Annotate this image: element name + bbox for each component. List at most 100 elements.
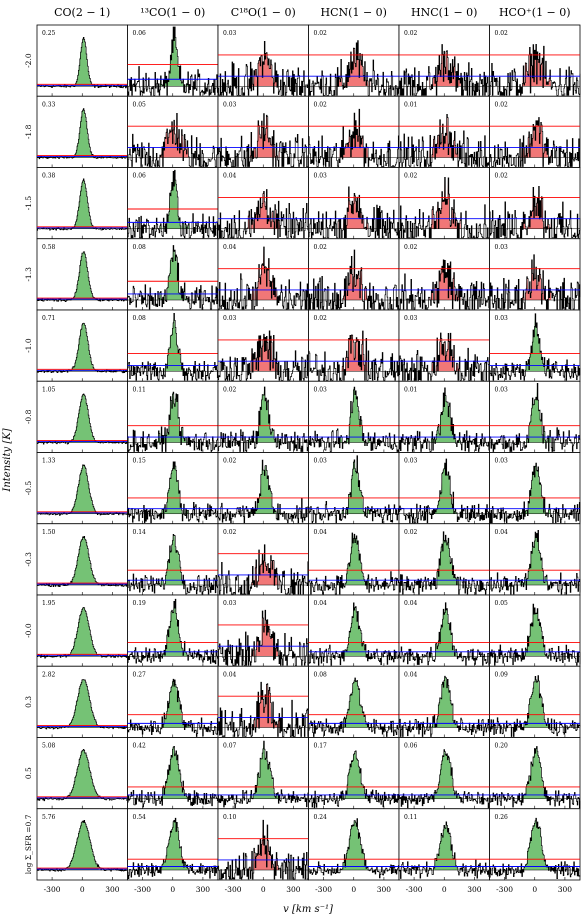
spectrum-line xyxy=(218,459,309,524)
spectrum-panel: 0.26 xyxy=(489,808,581,881)
spectrum-line xyxy=(37,251,128,302)
spectrum-line xyxy=(218,41,309,96)
peak-label: 0.42 xyxy=(133,743,147,750)
spectrum-line xyxy=(399,332,490,381)
peak-label: 0.01 xyxy=(404,101,417,108)
spectrum-line xyxy=(127,461,219,524)
spectrum-panel: 0.02 xyxy=(217,380,309,453)
x-tick-label: -300 xyxy=(44,885,61,894)
peak-label: 0.08 xyxy=(314,671,328,678)
spectrum-line xyxy=(399,675,490,737)
peak-label: 0.06 xyxy=(404,743,418,750)
peak-label: 0.02 xyxy=(223,529,237,536)
spectrum-line xyxy=(489,530,581,595)
spectrum-line xyxy=(127,598,219,665)
spectrum-line xyxy=(37,749,128,802)
peak-label: 0.06 xyxy=(133,173,147,180)
spectrum-panel: 0.10 xyxy=(217,808,309,881)
spectrum-panel: 0.04 xyxy=(217,167,309,240)
peak-label: 0.03 xyxy=(223,600,237,607)
spectrum-panel: 0.38 xyxy=(36,167,128,240)
detected-line-fill xyxy=(67,679,99,728)
detected-line-fill xyxy=(67,323,99,372)
detected-line-fill xyxy=(157,245,190,300)
spectrum-panel: 0.07 xyxy=(217,737,309,810)
peak-label: 1.05 xyxy=(42,386,56,393)
panel-grid: -2.0 0.25 0.06 0.03 0.02 0.02 0.02 -1.8 0.33 0.05… xyxy=(24,24,581,881)
spectrum-line xyxy=(399,531,490,595)
spectrum-panel: 0.02 xyxy=(308,238,400,311)
x-tick-label: 0 xyxy=(442,885,447,894)
peak-label: 0.03 xyxy=(314,458,328,465)
peak-label: 0.54 xyxy=(133,814,147,821)
spectrum-line xyxy=(308,455,400,524)
spectrum-panel: 0.58 xyxy=(36,238,128,311)
peak-label: 0.03 xyxy=(223,30,237,37)
detected-line-fill xyxy=(519,530,552,585)
detected-line-fill xyxy=(338,455,371,514)
peak-label: 0.04 xyxy=(404,600,418,607)
spectrum-line xyxy=(489,313,581,381)
spectrum-line xyxy=(127,313,219,381)
x-tick-label: 300 xyxy=(377,885,392,894)
detected-line-fill xyxy=(519,463,552,514)
peak-label: 0.02 xyxy=(314,244,328,251)
peak-label: 0.19 xyxy=(133,600,147,607)
detected-line-fill xyxy=(248,460,280,514)
spectrum-line xyxy=(37,178,128,231)
peak-label: 1.50 xyxy=(42,529,56,536)
spectrum-panel: 0.06 xyxy=(127,24,219,97)
peak-label: 2.82 xyxy=(42,671,56,678)
spectrum-panel: 0.03 xyxy=(308,380,400,453)
peak-label: 0.04 xyxy=(404,671,418,678)
peak-label: 0.71 xyxy=(42,315,55,322)
detected-line-fill xyxy=(338,533,371,585)
undetected-line-fill xyxy=(248,610,280,657)
spectrum-line xyxy=(489,185,581,239)
detected-line-fill xyxy=(157,313,190,372)
spectrum-panel: 1.33 xyxy=(36,452,128,525)
spectrum-line xyxy=(308,677,400,737)
spectrum-line xyxy=(127,817,219,880)
spectrum-line xyxy=(399,114,490,167)
spectrum-panel: 0.03 xyxy=(308,452,400,525)
spectrum-panel: 0.02 xyxy=(217,523,309,596)
spectrum-panel: 0.02 xyxy=(217,452,309,525)
spectrum-line xyxy=(308,330,400,381)
peak-label: 0.02 xyxy=(495,101,509,108)
spectrum-line xyxy=(489,675,581,737)
x-tick-label: 0 xyxy=(80,885,85,894)
peak-label: 0.02 xyxy=(404,30,418,37)
spectrum-panel: 0.08 xyxy=(308,665,400,738)
peak-label: 0.02 xyxy=(495,173,509,180)
spectrum-panel: 0.11 xyxy=(398,808,490,881)
detected-line-fill xyxy=(157,679,190,728)
row-label: -0.3 xyxy=(24,552,33,567)
spectrum-line xyxy=(127,746,219,808)
spectrum-line xyxy=(37,679,128,730)
spectrum-line xyxy=(308,40,400,96)
spectrum-line xyxy=(399,602,490,666)
peak-label: 0.07 xyxy=(223,743,237,750)
x-tick-label: 300 xyxy=(196,885,211,894)
spectrum-panel: 0.03 xyxy=(217,95,309,168)
spectrum-panel: 0.03 xyxy=(398,452,490,525)
peak-label: 0.08 xyxy=(133,315,147,322)
spectrum-panel: 0.11 xyxy=(127,380,219,453)
spectrum-panel: 0.03 xyxy=(489,238,581,311)
spectrum-panel: 2.82 xyxy=(36,665,128,738)
peak-label: 0.11 xyxy=(404,814,417,821)
spectrum-panel: 0.09 xyxy=(489,665,581,738)
spectrum-line xyxy=(218,544,309,595)
spectrum-panel: 0.03 xyxy=(217,309,309,382)
peak-label: 0.02 xyxy=(314,101,328,108)
x-tick-label: 0 xyxy=(261,885,266,894)
spectrum-line xyxy=(218,330,309,381)
peak-label: 5.08 xyxy=(42,743,56,750)
x-tick-labels: -300 0 300 -300 0 300 -300 0 300 -300 0 300 -300 0 300… xyxy=(44,885,573,894)
peak-label: 0.09 xyxy=(495,671,509,678)
spectrum-panel: 0.02 xyxy=(489,24,581,97)
detected-line-fill xyxy=(67,749,99,799)
spectrum-panel: 0.04 xyxy=(308,523,400,596)
detected-line-fill xyxy=(519,383,552,443)
